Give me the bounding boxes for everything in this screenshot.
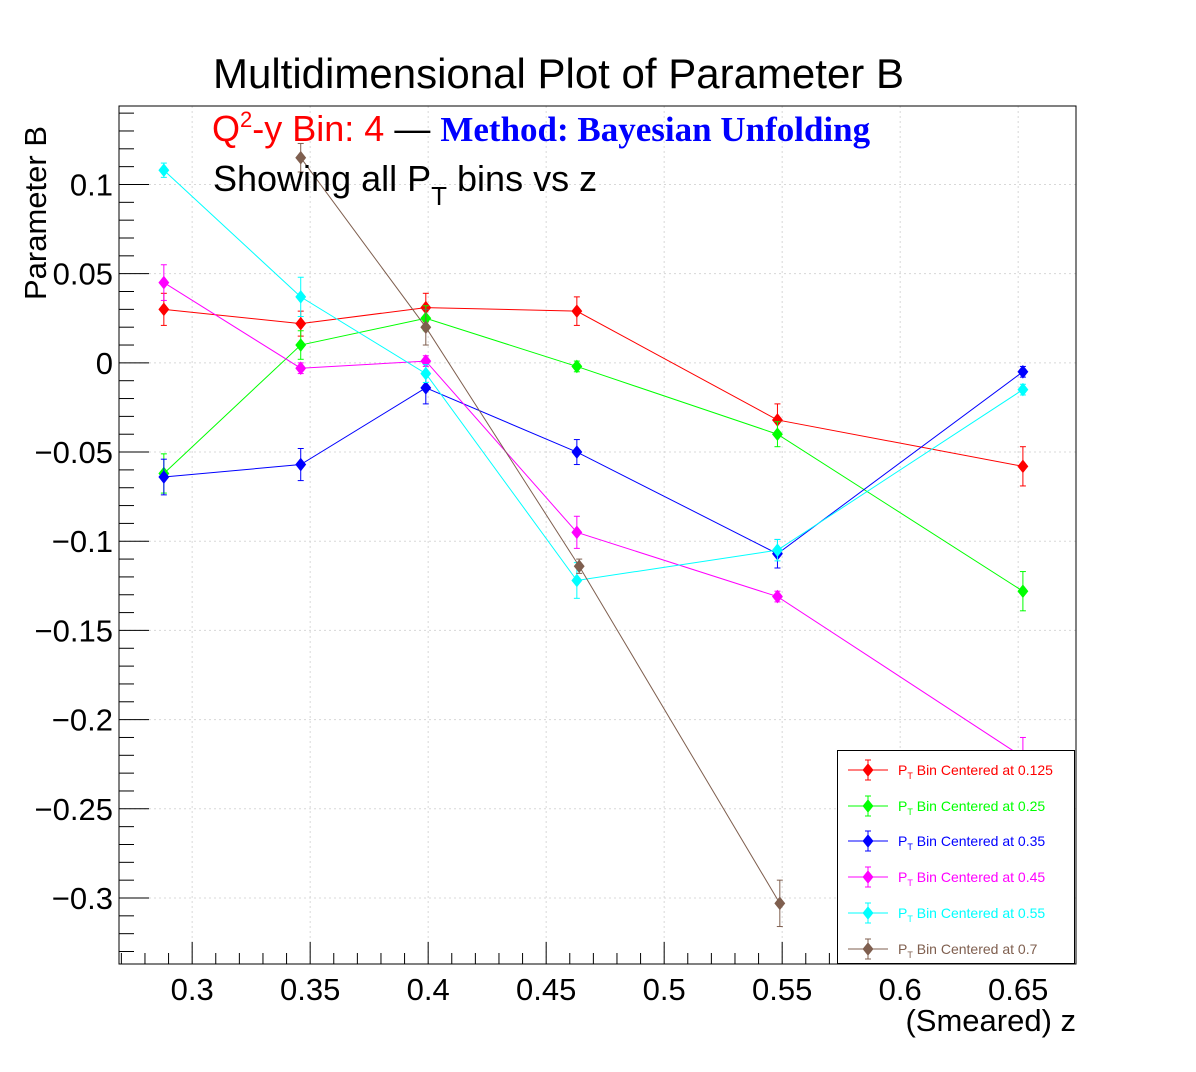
data-point <box>420 381 432 395</box>
legend-entry: PT Bin Centered at 0.55 <box>838 895 1074 931</box>
legend-label: PT Bin Centered at 0.125 <box>898 762 1053 781</box>
data-point <box>158 275 170 290</box>
plot-frame <box>118 105 1077 965</box>
method-label: Method: Bayesian Unfolding <box>440 110 871 149</box>
x-tick-label: 0.6 <box>879 972 922 1007</box>
series-line <box>163 169 1024 582</box>
series <box>158 162 1029 599</box>
pt-annotation: Showing all PT bins vs z <box>213 158 598 211</box>
series <box>158 264 1029 778</box>
data-point <box>571 525 583 540</box>
legend-diamond <box>862 834 874 849</box>
legend-marker <box>848 866 888 888</box>
series <box>295 142 786 928</box>
data-series <box>158 142 1029 928</box>
y-tick-label: −0.1 <box>52 524 113 559</box>
data-point <box>295 361 307 376</box>
x-tick-label: 0.35 <box>280 972 340 1007</box>
data-point <box>295 150 307 165</box>
legend-entry: PT Bin Centered at 0.7 <box>838 931 1074 967</box>
data-point <box>571 445 583 459</box>
y-tick-label: −0.3 <box>52 881 113 916</box>
data-point <box>295 316 307 331</box>
legend-label: PT Bin Centered at 0.25 <box>898 797 1046 817</box>
legend-diamond <box>862 941 874 956</box>
series-line <box>163 317 1024 592</box>
data-point <box>158 163 170 178</box>
y-tick-label: −0.15 <box>35 613 113 648</box>
y-tick-label: −0.2 <box>52 703 113 738</box>
legend-entry: PT Bin Centered at 0.45 <box>838 859 1074 895</box>
bin-annotation: Q2-y Bin: 4 — Method: Bayesian Unfolding <box>212 108 870 150</box>
data-point <box>571 573 583 588</box>
series <box>158 292 1029 487</box>
legend-label: PT Bin Centered at 0.45 <box>898 869 1046 889</box>
data-point <box>1017 364 1029 379</box>
x-tick-label: 0.65 <box>988 972 1048 1007</box>
y-axis-label: Parameter B <box>18 125 53 300</box>
data-point <box>295 290 307 304</box>
data-point <box>295 457 307 472</box>
legend-diamond <box>862 905 874 920</box>
data-point <box>420 320 432 334</box>
data-point <box>1017 382 1029 397</box>
legend-marker <box>848 830 888 852</box>
data-point <box>772 427 783 442</box>
data-point <box>295 338 307 352</box>
legend-diamond <box>862 798 874 813</box>
data-point <box>158 302 170 317</box>
legend-label: PT Bin Centered at 0.55 <box>898 904 1046 924</box>
series <box>158 305 1029 612</box>
legend-marker <box>848 902 888 924</box>
legend-entry: PT Bin Centered at 0.125 <box>838 752 1074 788</box>
legend-marker <box>848 938 888 959</box>
legend-entry: PT Bin Centered at 0.35 <box>838 823 1074 859</box>
legend-diamond <box>862 870 874 884</box>
data-point <box>1017 459 1029 474</box>
series-line <box>163 307 1023 467</box>
legend-marker <box>848 795 888 817</box>
data-point <box>772 589 783 604</box>
series-line <box>163 282 1024 758</box>
legend-label: PT Bin Centered at 0.7 <box>898 940 1038 960</box>
data-point <box>774 896 786 911</box>
data-point <box>1017 584 1029 598</box>
x-tick-label: 0.4 <box>407 972 450 1007</box>
series-line <box>300 157 781 904</box>
y-tick-label: 0.1 <box>70 167 113 202</box>
x-axis-label: (Smeared) z <box>905 1003 1076 1038</box>
data-point <box>573 559 585 574</box>
legend-entry: PT Bin Centered at 0.25 <box>838 788 1074 824</box>
annotation-dash: — <box>394 108 431 149</box>
series-line <box>163 371 1024 555</box>
legend-marker <box>848 759 888 781</box>
x-tick-label: 0.3 <box>171 972 214 1007</box>
legend-label: PT Bin Centered at 0.35 <box>898 833 1046 853</box>
data-point <box>571 359 583 374</box>
data-point <box>772 543 783 557</box>
data-point <box>158 470 170 484</box>
x-tick-label: 0.45 <box>516 972 576 1007</box>
y-tick-label: −0.25 <box>35 792 113 827</box>
axes: 0.3 0.35 0.4 0.45 0.5 0.55 0.6 0.65 0.1 0.05 0 −0.0… <box>35 112 1066 1007</box>
legend: PT Bin Centered at 0.125 PT Bin Centered … <box>837 750 1075 964</box>
y-tick-label: −0.05 <box>35 435 113 470</box>
y-tick-label: 0 <box>96 346 113 381</box>
bin-label: Q2-y Bin: 4 <box>212 107 385 149</box>
x-tick-label: 0.5 <box>643 972 686 1007</box>
y-tick-label: 0.05 <box>53 257 113 292</box>
legend-diamond <box>862 763 874 777</box>
chart-title: Multidimensional Plot of Parameter B <box>213 50 904 97</box>
x-tick-label: 0.55 <box>752 972 812 1007</box>
data-point <box>420 366 432 381</box>
data-point <box>571 304 583 318</box>
